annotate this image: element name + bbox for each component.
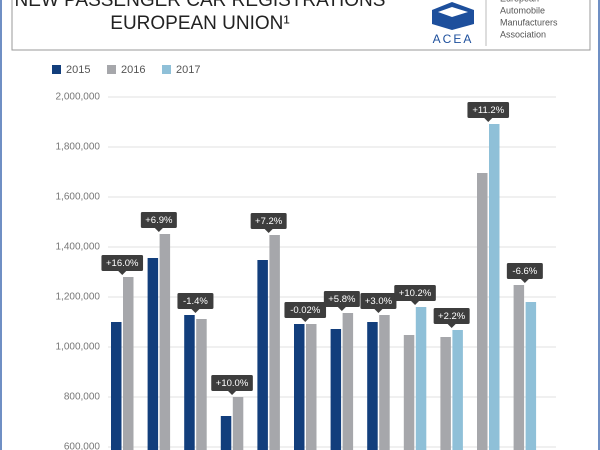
- logo-org-line: European: [500, 0, 539, 3]
- bar: [403, 335, 415, 450]
- logo-org-line: Automobile: [500, 5, 545, 15]
- annotation-pointer: [447, 324, 456, 328]
- bar: [489, 124, 500, 450]
- annotation-pointer: [264, 229, 273, 233]
- annotation-pointer: [118, 271, 127, 275]
- bar: [367, 322, 378, 450]
- bar: [379, 315, 390, 450]
- bar: [269, 235, 280, 450]
- annotation-pointer: [191, 309, 200, 313]
- bar: [513, 285, 525, 450]
- annotation: -1.4%: [183, 296, 208, 307]
- legend-label: 2016: [121, 64, 145, 76]
- bar: [196, 319, 207, 450]
- annotation-box: [211, 375, 253, 391]
- y-tick-label: 1,600,000: [56, 192, 101, 203]
- y-tick-label: 600,000: [64, 442, 101, 450]
- annotation-pointer: [337, 307, 346, 311]
- annotation: +10.0%: [216, 378, 249, 389]
- bar: [111, 322, 122, 450]
- logo-org-line: Manufacturers: [500, 17, 558, 27]
- logo-icon: [438, 7, 468, 17]
- legend-swatch: [162, 65, 171, 74]
- legend-label: 2015: [66, 64, 90, 76]
- annotation-pointer: [411, 301, 420, 305]
- bar: [257, 260, 268, 450]
- bar: [306, 324, 317, 450]
- annotation-box: [323, 291, 360, 307]
- annotation-box: [360, 293, 397, 309]
- logo-org-line: Association: [500, 29, 546, 39]
- bar: [220, 416, 232, 450]
- annotation-box: [101, 255, 144, 271]
- bar: [415, 307, 427, 450]
- bar: [342, 313, 354, 450]
- chart-title: NEW PASSENGER CAR REGISTRATIONS: [15, 0, 386, 11]
- legend-label: 2017: [176, 64, 200, 76]
- bar: [159, 234, 171, 450]
- bar: [330, 329, 342, 450]
- annotation: -0.02%: [290, 305, 321, 316]
- annotation-pointer: [154, 228, 163, 232]
- y-tick-label: 1,400,000: [56, 242, 101, 253]
- bar: [123, 277, 134, 450]
- bar: [452, 330, 463, 450]
- annotation-box: [433, 308, 470, 324]
- annotation-pointer: [374, 309, 383, 313]
- annotation-pointer: [228, 391, 237, 395]
- logo: ACEA: [432, 0, 487, 46]
- header-box: [11, 0, 591, 51]
- legend-swatch: [107, 65, 116, 74]
- bar: [147, 258, 159, 450]
- annotation-box: [250, 213, 287, 229]
- y-tick-label: 2,000,000: [56, 92, 101, 103]
- y-tick-label: 1,800,000: [56, 142, 101, 153]
- logo-acronym: ACEA: [433, 32, 474, 46]
- y-tick-label: 1,200,000: [56, 292, 101, 303]
- chart-subtitle: EUROPEAN UNION¹: [110, 13, 289, 34]
- annotation: +10.2%: [399, 288, 432, 299]
- annotation: +2.2%: [438, 311, 466, 322]
- bar: [232, 397, 244, 450]
- annotation-box: [177, 293, 214, 309]
- annotation: +3.0%: [365, 296, 393, 307]
- annotation-box: [506, 263, 543, 279]
- bar: [525, 302, 537, 450]
- annotation-box: [284, 302, 327, 318]
- annotation: -6.6%: [512, 266, 537, 277]
- bar: [440, 337, 451, 450]
- annotation-pointer: [484, 118, 493, 122]
- annotation: +6.9%: [145, 215, 173, 226]
- annotation-box: [394, 285, 436, 301]
- bar: [477, 173, 488, 450]
- annotation: +11.2%: [472, 105, 504, 116]
- annotation: +7.2%: [255, 216, 283, 227]
- annotation: +5.8%: [328, 294, 356, 305]
- bar: [294, 324, 305, 450]
- legend-swatch: [52, 65, 61, 74]
- y-tick-label: 1,000,000: [56, 342, 101, 353]
- annotation-box: [140, 212, 177, 228]
- annotation-pointer: [301, 318, 310, 322]
- y-tick-label: 800,000: [64, 392, 101, 403]
- annotation: +16.0%: [106, 258, 139, 269]
- bar: [184, 315, 195, 450]
- annotation-box: [467, 102, 510, 118]
- annotation-pointer: [520, 279, 529, 283]
